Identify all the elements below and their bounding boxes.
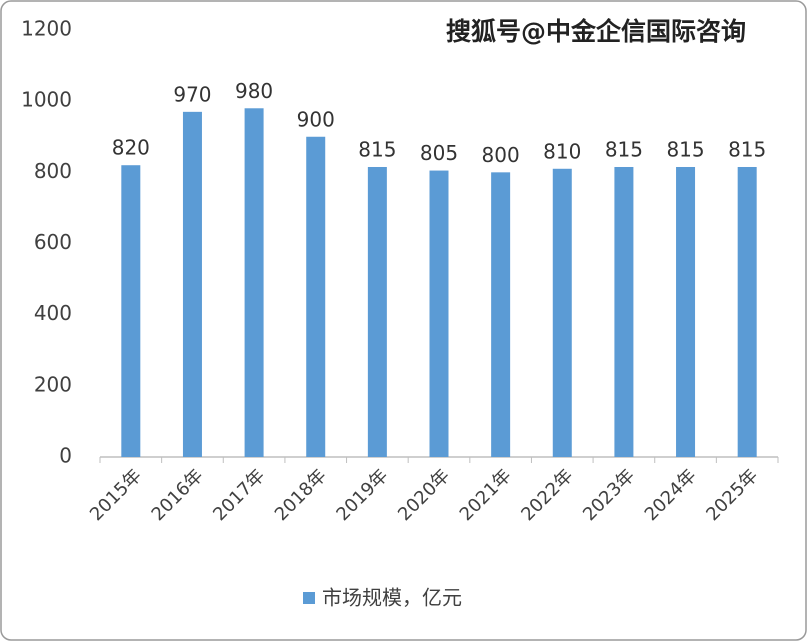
y-tick-label: 600 <box>34 230 72 254</box>
data-label: 815 <box>358 137 396 161</box>
data-label: 800 <box>482 143 520 167</box>
data-label: 815 <box>605 137 643 161</box>
legend-label: 市场规模，亿元 <box>322 586 462 610</box>
y-tick-label: 1200 <box>21 17 72 41</box>
bar <box>552 168 572 457</box>
bar <box>614 166 634 457</box>
data-label: 815 <box>666 137 704 161</box>
y-tick-label: 0 <box>59 444 72 468</box>
data-label: 980 <box>235 79 273 103</box>
bar <box>737 166 757 457</box>
data-label: 815 <box>728 137 766 161</box>
bar <box>244 108 264 458</box>
bar <box>367 166 387 457</box>
bar <box>676 166 696 457</box>
bar <box>121 165 141 457</box>
data-label: 805 <box>420 141 458 165</box>
y-tick-label: 200 <box>34 372 72 396</box>
watermark: 搜狐号@中金企信国际咨询 <box>446 17 746 46</box>
bar <box>182 111 202 457</box>
data-label: 820 <box>112 136 150 160</box>
bar <box>306 136 326 457</box>
bar <box>429 170 449 457</box>
data-label: 970 <box>173 82 211 106</box>
data-label: 810 <box>543 139 581 163</box>
legend-swatch <box>303 592 315 604</box>
y-tick-label: 400 <box>34 301 72 325</box>
y-tick-label: 800 <box>34 159 72 183</box>
bar <box>491 172 511 458</box>
data-label: 900 <box>297 107 335 131</box>
y-tick-label: 1000 <box>21 88 72 112</box>
